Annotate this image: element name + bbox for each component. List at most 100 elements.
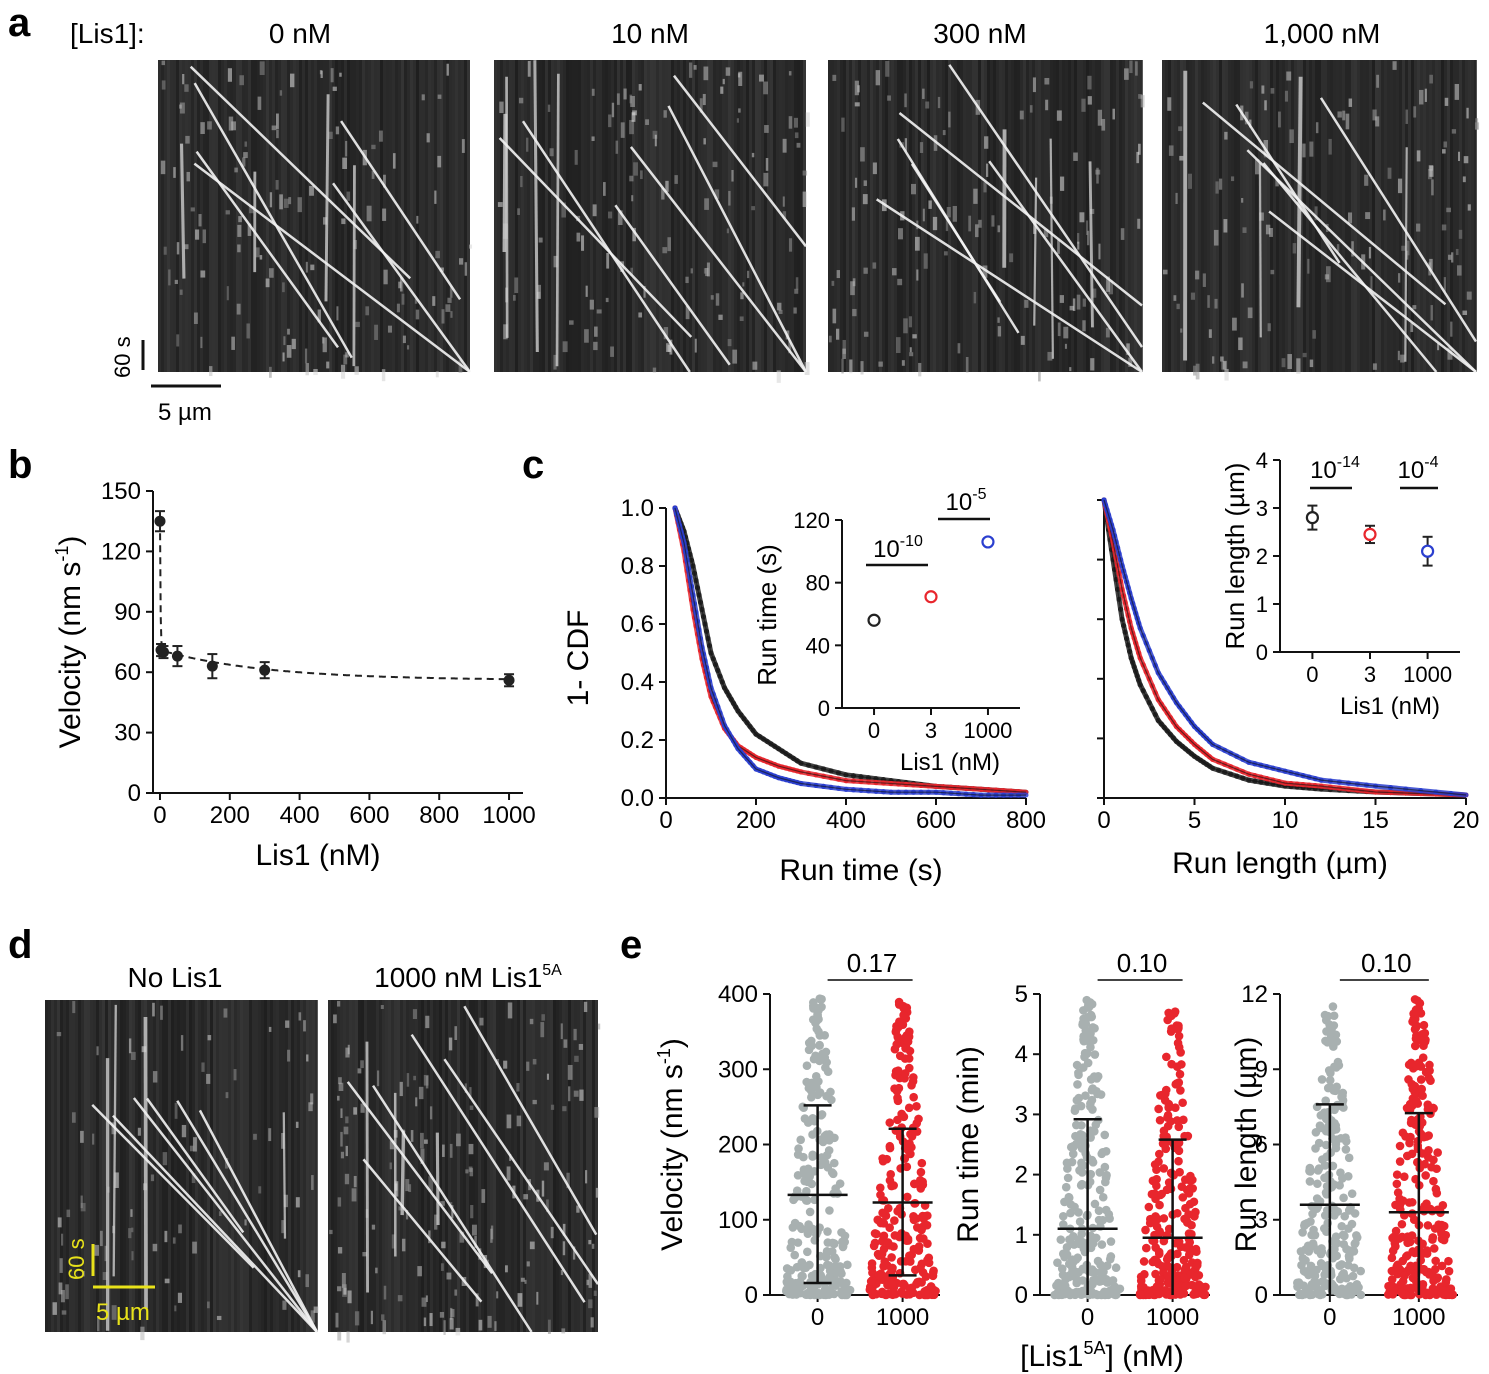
- dot-velocity-1: [890, 1044, 900, 1054]
- kymograph-streak: [1381, 60, 1384, 372]
- kymograph-speckle: [362, 1252, 367, 1257]
- kymograph-speckle: [1365, 212, 1371, 220]
- kymograph-streak: [431, 60, 434, 372]
- dot-velocity-1: [879, 1232, 888, 1242]
- dot-velocity-0: [794, 1144, 803, 1153]
- kymograph-streak: [334, 1000, 337, 1332]
- inset-y-label: Run length (µm): [1220, 463, 1250, 650]
- dot-runtime-0: [1058, 1220, 1068, 1229]
- kymograph-streak: [358, 1000, 361, 1332]
- kymograph-speckle: [872, 162, 877, 175]
- kymograph-speckle: [282, 1300, 287, 1310]
- dot-runtime-0: [1071, 1131, 1080, 1141]
- kymograph-streak: [397, 1000, 400, 1332]
- kymograph-speckle: [290, 73, 295, 88]
- dot-runtime-0: [1090, 1050, 1100, 1059]
- y-axis-label: Velocity (nm s-1): [52, 536, 87, 749]
- kymograph-streak: [430, 1000, 433, 1332]
- kymograph-streak: [1134, 60, 1137, 372]
- kymograph-speckle: [912, 334, 917, 339]
- dot-runlength-0: [1336, 1168, 1345, 1178]
- kymograph-speckle: [1101, 118, 1106, 131]
- kymograph-speckle: [60, 1289, 65, 1303]
- dot-runtime-0: [1106, 1237, 1116, 1246]
- kymograph-streak: [1360, 60, 1363, 372]
- kymograph-streak: [391, 1000, 394, 1332]
- kymograph-speckle: [793, 117, 798, 128]
- kymograph-speckle: [336, 1001, 341, 1007]
- kymograph-streak: [294, 1000, 297, 1332]
- kymograph-speckle: [1269, 227, 1273, 237]
- kymograph-speckle: [1348, 212, 1353, 224]
- kymograph-speckle: [1126, 343, 1130, 355]
- dot-runlength-0: [1321, 1265, 1331, 1274]
- dot-runtime-1: [1154, 1149, 1164, 1159]
- kymograph-speckle: [540, 1022, 545, 1038]
- kymograph-speckle: [1129, 60, 1133, 74]
- kymograph-speckle: [401, 1238, 406, 1252]
- kymograph-streak: [1444, 60, 1447, 372]
- kymograph-speckle: [468, 1166, 473, 1172]
- kymograph-speckle: [128, 1038, 132, 1054]
- kymograph-streak: [203, 60, 206, 372]
- dot-runtime-0: [1074, 1239, 1084, 1249]
- kymograph-speckle: [1284, 90, 1289, 102]
- kymograph-speckle: [1413, 106, 1417, 118]
- dot-runtime-0: [1078, 1276, 1088, 1285]
- kymograph-speckle: [1400, 354, 1405, 363]
- kymograph-streak: [260, 60, 263, 372]
- dot-runlength-0: [1325, 1020, 1334, 1029]
- dot-runtime-0: [1105, 1254, 1115, 1264]
- kymograph-speckle: [579, 1089, 584, 1101]
- kymograph-streak: [791, 60, 794, 372]
- kymograph-speckle: [446, 1272, 452, 1280]
- kymograph-speckle: [610, 346, 614, 357]
- dot-runlength-1: [1406, 1283, 1415, 1293]
- dot-runlength-0: [1322, 1027, 1331, 1036]
- kymograph-speckle: [60, 1233, 64, 1246]
- kymograph-speckle: [1275, 178, 1279, 187]
- kymograph-streak: [452, 60, 455, 372]
- dot-runtime-1: [1136, 1290, 1146, 1300]
- kymograph-static-track: [282, 1112, 287, 1239]
- kymograph-speckle: [209, 366, 213, 377]
- kymograph-streak: [352, 1000, 355, 1332]
- kymograph-static-track: [1404, 147, 1408, 362]
- dot-runtime-1: [1196, 1281, 1205, 1291]
- kymograph-streak: [581, 60, 584, 372]
- kymograph-speckle: [1475, 118, 1479, 130]
- kymograph-static-track: [112, 1004, 117, 1277]
- dot-runtime-0: [1062, 1158, 1072, 1168]
- dot-runlength-1: [1441, 1278, 1451, 1287]
- kymograph-streak: [81, 1000, 84, 1332]
- x-tick-label: 0: [1097, 807, 1110, 834]
- kymograph-speckle: [374, 324, 379, 340]
- kymograph-speckle: [396, 303, 400, 313]
- dot-velocity-0: [805, 1207, 815, 1217]
- kymograph-speckle: [337, 1331, 342, 1341]
- kymograph-speckle: [1079, 212, 1085, 223]
- dot-velocity-1: [924, 1253, 934, 1263]
- kymograph-streak: [674, 60, 677, 372]
- dot-velocity-1: [923, 1239, 932, 1248]
- kymograph-speckle: [795, 277, 799, 290]
- kymograph-streak: [439, 1000, 442, 1332]
- cdf-fit-line: [1103, 499, 1467, 796]
- kymograph-speckle: [997, 326, 1002, 337]
- kymograph-streak: [472, 1000, 475, 1332]
- kymograph-speckle: [631, 112, 636, 122]
- kymograph-streak: [201, 1000, 204, 1332]
- kymograph-speckle: [562, 1241, 566, 1256]
- kymograph-speckle: [595, 1187, 599, 1198]
- kymograph-speckle: [1086, 220, 1089, 235]
- kymograph-speckle: [720, 86, 724, 94]
- dot-velocity-0: [840, 1237, 850, 1247]
- kymograph-speckle: [547, 104, 551, 112]
- kymograph-speckle: [185, 135, 190, 144]
- kymograph-speckle: [335, 126, 340, 135]
- kymograph-streak: [266, 60, 269, 372]
- kymograph-speckle: [578, 1043, 584, 1050]
- kymograph-streak: [993, 60, 996, 372]
- kymograph-moving-track: [91, 1104, 255, 1269]
- kymograph-streak: [454, 1000, 457, 1332]
